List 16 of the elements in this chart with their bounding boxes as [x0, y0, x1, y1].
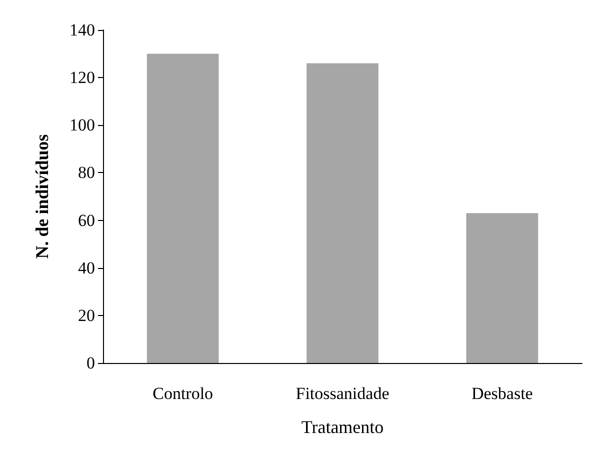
bar [306, 63, 378, 363]
y-tick-label: 60 [78, 210, 95, 230]
bar [146, 54, 219, 363]
x-tick-label: Fitossanidade [296, 384, 390, 403]
y-tick-label: 40 [78, 258, 95, 278]
y-tick-label: 120 [70, 68, 95, 88]
y-axis-title: N. de indivíduos [32, 134, 52, 259]
y-tick-label: 140 [70, 20, 95, 40]
y-tick-label: 20 [78, 306, 95, 325]
x-tick-label: Desbaste [471, 384, 533, 403]
bar [466, 213, 538, 363]
x-axis-title: Tratamento [301, 417, 384, 437]
y-tick-label: 100 [70, 116, 95, 135]
y-tick-label: 0 [86, 354, 95, 372]
x-tick-label: Controlo [152, 384, 214, 403]
y-tick-label: 80 [78, 163, 95, 182]
